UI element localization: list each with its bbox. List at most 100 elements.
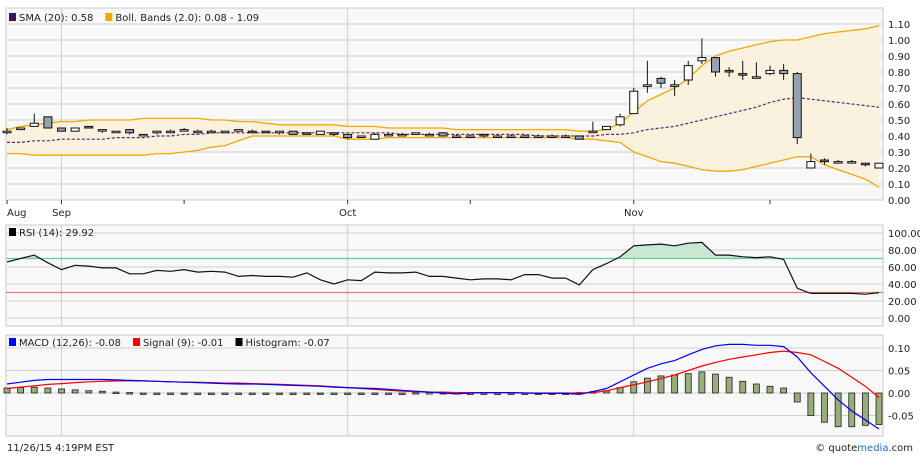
candle-body — [438, 132, 448, 137]
candle-body — [860, 162, 870, 166]
candle-body — [697, 57, 707, 62]
histogram-bar — [180, 392, 188, 395]
candle-body — [275, 130, 284, 134]
histogram-bar — [44, 387, 52, 394]
candle-body — [315, 130, 325, 135]
rsi-panel: 0.00 20.00 40.00 60.00 80.00 100.00 RSI (14): … — [5, 224, 920, 327]
candle-body — [166, 130, 175, 134]
y-tick-label: 0.70 — [888, 84, 910, 95]
histogram-bar — [684, 373, 692, 394]
y-tick-label: 0.00 — [888, 314, 910, 325]
histogram-bar — [303, 392, 311, 395]
y-tick-label: 0.40 — [888, 132, 910, 143]
y-tick-label: 60.00 — [888, 263, 917, 274]
y-tick-label: 0.90 — [888, 52, 910, 63]
histogram-bar — [780, 387, 788, 394]
candle-body — [343, 133, 353, 139]
y-tick-label: 0.80 — [888, 68, 910, 79]
candle-body — [765, 69, 775, 75]
candle-body — [29, 122, 39, 127]
histogram-bar — [289, 392, 297, 395]
histogram-bar — [712, 373, 719, 394]
panel-background — [5, 334, 884, 437]
histogram-bar — [643, 377, 651, 394]
legend-label: RSI (14): 29.92 — [19, 228, 94, 239]
candle-body — [792, 73, 802, 139]
histogram-bar — [248, 392, 256, 395]
candle-body — [561, 135, 571, 138]
candle-body — [70, 127, 80, 132]
candle-body — [533, 135, 543, 138]
candle-body — [16, 127, 26, 131]
legend-swatch — [133, 338, 141, 346]
y-tick-label: 20.00 — [888, 297, 917, 308]
y-tick-label: 80.00 — [888, 246, 917, 257]
candle-body — [806, 161, 816, 169]
histogram-bar — [207, 392, 215, 395]
candle-body — [111, 130, 121, 134]
histogram-bar — [494, 392, 501, 395]
candle-body — [833, 161, 843, 164]
histogram-bar — [725, 376, 733, 394]
histogram-bar — [316, 392, 324, 395]
y-tick-label: 0.60 — [888, 100, 910, 111]
y-tick-label: 1.00 — [888, 36, 910, 47]
histogram-bar — [766, 385, 774, 394]
histogram-bar — [698, 371, 706, 394]
candle-body — [779, 69, 789, 75]
candle-body — [479, 133, 489, 137]
candle-body — [288, 130, 298, 135]
macd-panel: 0.10 0.05 0.00 -0.05 MACD (12,26): -0.08 Sign… — [3, 334, 914, 437]
x-tick-label: Nov — [624, 208, 644, 219]
candle-body — [57, 127, 66, 132]
legend-label: Signal (9): -0.01 — [143, 338, 223, 349]
y-tick-label: 0.20 — [888, 164, 910, 175]
legend-label: SMA (20): 0.58 — [19, 13, 93, 24]
y-tick-label: 0.00 — [888, 196, 910, 207]
candle-body — [602, 125, 611, 131]
histogram-bar — [412, 392, 420, 395]
price-panel: 0.00 0.10 0.20 0.30 0.40 0.50 0.60 0.70 0.80 0.90… — [2, 7, 910, 219]
histogram-bar — [739, 380, 747, 394]
candle-body — [302, 132, 312, 135]
candle-body — [424, 133, 434, 137]
candle-body — [452, 135, 462, 138]
candle-body — [847, 161, 857, 164]
y-tick-label: -0.05 — [888, 412, 914, 423]
macd-line — [6, 343, 880, 430]
candle-body — [329, 132, 339, 135]
candle-body — [724, 69, 734, 73]
histogram-bar — [657, 375, 665, 394]
quotemedia-logo[interactable]: © quotemedia.com — [815, 443, 913, 454]
candle-body — [506, 135, 516, 138]
candle-body — [179, 129, 189, 132]
candle-body — [261, 130, 271, 134]
histogram-bar — [371, 392, 379, 395]
candle-body — [138, 133, 148, 137]
legend-label: MACD (12,26): -0.08 — [19, 338, 121, 349]
histogram-bar — [793, 392, 801, 403]
candle-body — [465, 135, 475, 138]
candle-body — [84, 125, 94, 129]
histogram-bar — [17, 387, 25, 394]
legend-label: Histogram: -0.07 — [246, 338, 330, 349]
histogram-bar — [848, 392, 856, 428]
timestamp: 11/26/15 4:19PM EST — [7, 443, 115, 454]
histogram-bar — [875, 392, 883, 425]
candle-body — [738, 73, 748, 76]
candle-body — [411, 132, 421, 135]
candle-body — [2, 130, 12, 134]
histogram-bar — [85, 390, 93, 394]
histogram-bar — [398, 392, 406, 395]
legend-swatch — [9, 228, 16, 236]
bollinger-upper-line — [6, 24, 880, 132]
histogram-bar — [385, 392, 392, 395]
candle-body — [547, 135, 557, 138]
candle-body — [43, 116, 53, 129]
y-tick-label: 100.00 — [888, 229, 920, 240]
candle-body — [356, 135, 366, 138]
footer: 11/26/15 4:19PM EST © quotemedia.com — [7, 443, 913, 454]
legend-swatch — [9, 338, 16, 346]
y-tick-label: 0.00 — [888, 389, 910, 400]
